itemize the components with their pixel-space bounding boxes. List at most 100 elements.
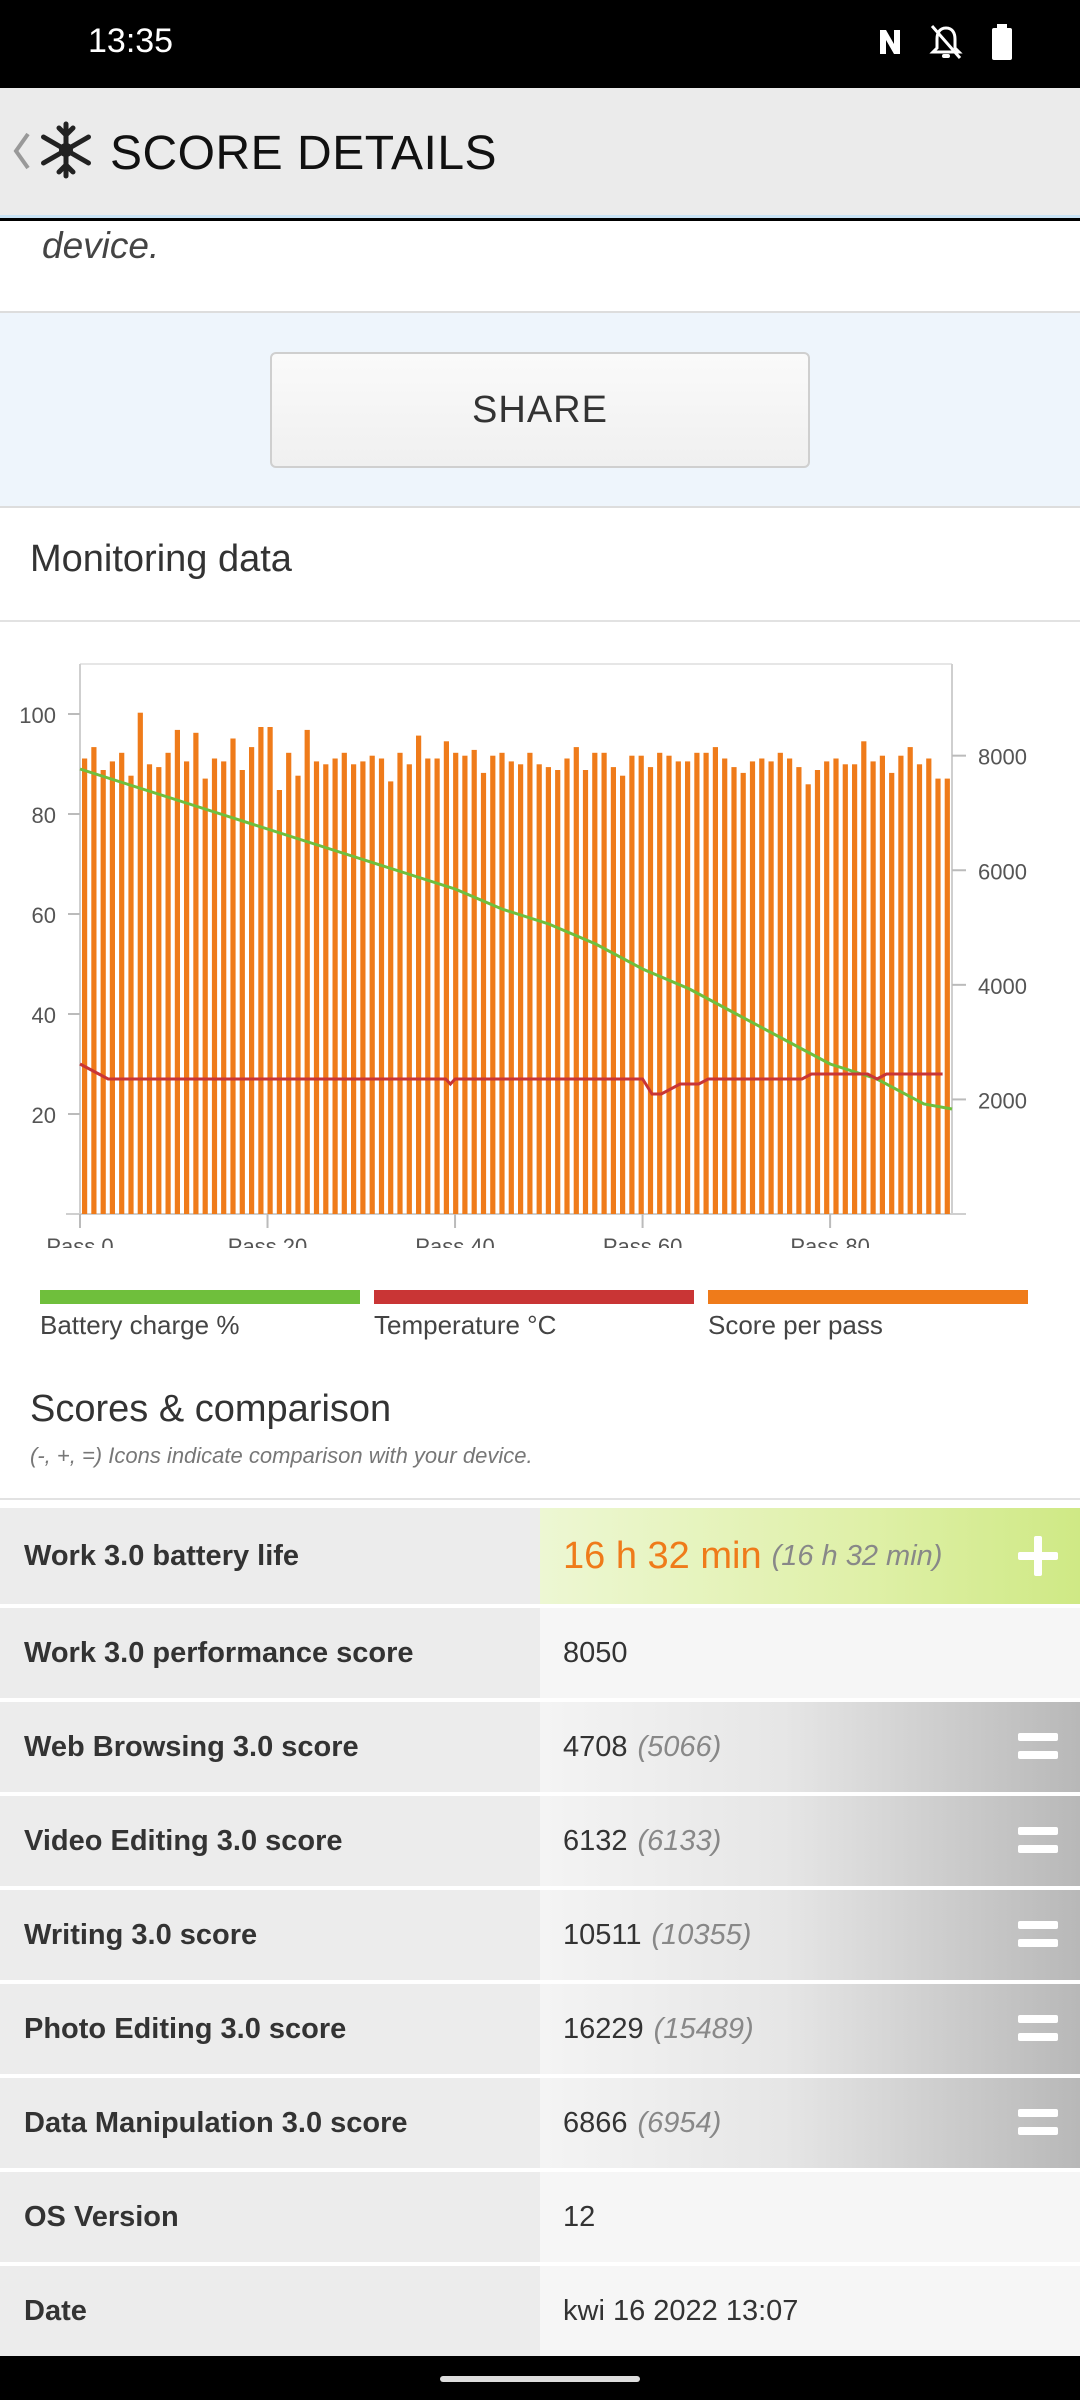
app-bar: SCORE DETAILS [0,88,1080,218]
table-row[interactable]: Web Browsing 3.0 score 4708 (5066) [0,1702,1080,1796]
score-bar [842,764,848,1214]
score-bar [712,747,718,1214]
score-bar [926,758,932,1214]
row-value: 16 h 32 min (16 h 32 min) [540,1508,1080,1604]
description-card: device. [0,221,1080,313]
score-bar [536,764,542,1214]
score-bar [91,747,97,1214]
score-bar [82,758,88,1214]
table-row[interactable]: Writing 3.0 score 10511 (10355) [0,1890,1080,1984]
table-row[interactable]: Photo Editing 3.0 score 16229 (15489) [0,1984,1080,2078]
score-bar [295,775,301,1214]
row-value-compare: (10355) [651,1918,752,1951]
score-bar [898,755,904,1214]
status-bar: 13:35 [0,0,1080,88]
monitoring-title: Monitoring data [30,538,292,580]
score-bar [313,761,320,1214]
monitoring-card: Monitoring data 20 40 60 80 100 2000 4000 6000 8… [0,506,1080,2356]
row-name: Video Editing 3.0 score [24,1824,343,1857]
status-icons [872,22,1020,62]
score-bar [749,761,756,1214]
score-bar [518,764,524,1214]
score-bar [276,790,282,1214]
score-bar [592,752,598,1214]
home-gesture-handle[interactable] [440,2376,640,2382]
score-bar [146,764,153,1214]
score-bar [249,747,255,1214]
bell-off-icon [928,22,964,62]
score-bar [833,758,839,1214]
score-bar [852,764,858,1214]
equals-icon [1018,1733,1058,1761]
score-bar [462,755,468,1214]
score-bar [814,770,821,1214]
row-value-compare: (6954) [637,2106,722,2139]
score-bar [100,770,106,1214]
row-name: Work 3.0 performance score [24,1636,414,1669]
legend-swatch-score [708,1290,1028,1304]
score-bar [202,778,208,1214]
score-bar [341,752,347,1214]
row-name: Writing 3.0 score [24,1918,258,1951]
score-bar [490,755,496,1214]
row-value-main: 12 [563,2200,596,2233]
table-row[interactable]: Work 3.0 battery life 16 h 32 min (16 h … [0,1508,1080,1608]
row-name: Data Manipulation 3.0 score [24,2106,408,2139]
navigation-bar [0,2356,1080,2400]
row-name: Photo Editing 3.0 score [24,2012,347,2045]
equals-icon [1018,1921,1058,1949]
row-value-main: 10511 [563,1918,642,1951]
score-bar [935,778,941,1214]
score-bar [211,758,218,1214]
score-bar [453,752,459,1214]
score-bar [768,761,774,1214]
right-tick-label: 4000 [978,974,1027,999]
row-value-compare: (6133) [637,1824,722,1857]
score-bar [740,772,746,1214]
score-bar [221,761,227,1214]
legend-swatch-temperature [374,1290,694,1304]
table-row[interactable]: Date kwi 16 2022 13:07 [0,2266,1080,2356]
temperature-line [79,1062,943,1096]
table-row[interactable]: Video Editing 3.0 score 6132 (6133) [0,1796,1080,1890]
left-tick-label: 80 [32,803,56,828]
scores-title: Scores & comparison [30,1388,392,1430]
row-value-main: 8050 [563,1636,628,1669]
score-bar [378,758,385,1214]
table-row[interactable]: OS Version 12 [0,2172,1080,2266]
score-bar [286,752,292,1214]
score-bar [824,761,830,1214]
score-bar [397,752,403,1214]
score-bar [694,752,700,1214]
chevron-left-icon[interactable] [10,126,32,176]
description-text: device. [42,225,160,266]
score-bar [638,755,644,1214]
left-tick-label: 40 [32,1003,56,1028]
row-value-main: 6866 [563,2106,628,2139]
score-bar [304,729,310,1214]
content-scroll[interactable]: device. SHARE Monitoring data 20 40 60 80 10… [0,221,1080,2356]
score-bar [174,729,180,1214]
row-value-main: 16229 [563,2012,644,2045]
x-tick-label: Pass 20 [228,1234,308,1248]
score-bar [109,761,115,1214]
score-bar [443,741,449,1214]
score-bar [564,758,570,1214]
equals-icon [1018,2015,1058,2043]
right-tick-label: 8000 [978,745,1027,770]
score-bar [351,764,357,1214]
x-tick-label: Pass 60 [603,1234,683,1248]
share-button[interactable]: SHARE [270,352,810,468]
score-bar [573,747,579,1214]
score-bar [545,767,551,1214]
table-row[interactable]: Data Manipulation 3.0 score 6866 (6954) [0,2078,1080,2172]
score-bar [471,749,477,1214]
left-tick-label: 20 [32,1103,56,1128]
divider [0,1498,1080,1500]
table-row[interactable]: Work 3.0 performance score 8050 [0,1608,1080,1702]
right-tick-label: 2000 [978,1088,1027,1113]
score-bar [647,767,654,1214]
monitoring-chart: 20 40 60 80 100 2000 4000 6000 8000 Pass 0 Pass 20… [19,663,1027,1248]
legend-label-temperature: Temperature °C [374,1310,557,1340]
score-bar [137,712,143,1214]
